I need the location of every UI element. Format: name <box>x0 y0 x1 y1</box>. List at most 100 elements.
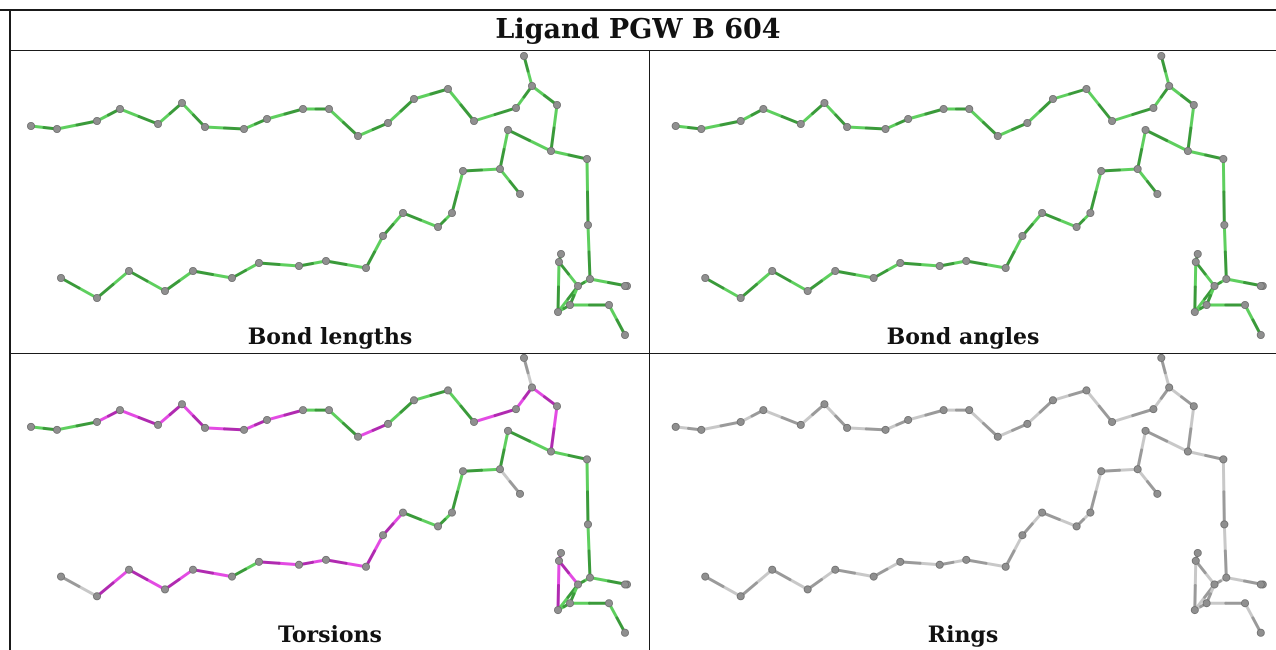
atom <box>736 293 745 302</box>
atom <box>1001 263 1010 272</box>
atom <box>515 489 524 498</box>
atom <box>1220 220 1229 229</box>
bond <box>586 190 590 227</box>
atom <box>519 353 528 362</box>
bond <box>1222 522 1227 553</box>
frame-top-border <box>0 9 1276 11</box>
atom <box>1256 580 1265 589</box>
atom <box>621 330 630 339</box>
atom <box>820 99 829 108</box>
atom <box>965 105 974 114</box>
atom <box>1220 520 1229 529</box>
atom <box>93 293 102 302</box>
atom <box>904 115 913 124</box>
atom <box>803 585 812 594</box>
title-underline <box>9 50 1276 51</box>
atom <box>557 249 566 258</box>
atom <box>227 273 236 282</box>
atom <box>254 258 263 267</box>
atom <box>254 557 263 566</box>
atom <box>177 400 186 409</box>
bond <box>556 583 560 612</box>
atom <box>583 155 592 164</box>
atom <box>200 423 209 432</box>
torsions-caption: Torsions <box>278 622 382 648</box>
atom <box>409 95 418 104</box>
atom <box>1149 405 1158 414</box>
atom <box>153 120 162 129</box>
atom <box>939 105 948 114</box>
atom <box>116 406 125 415</box>
atom <box>1038 508 1047 517</box>
atom <box>553 101 562 110</box>
atom <box>697 125 706 134</box>
atom <box>519 52 528 60</box>
atom <box>116 105 125 114</box>
atom <box>1189 101 1198 110</box>
bond <box>586 490 590 526</box>
atom <box>298 406 307 415</box>
atom <box>160 585 169 594</box>
atom <box>125 266 134 275</box>
atom <box>93 117 102 126</box>
atom <box>1048 95 1057 104</box>
atom <box>1191 556 1200 565</box>
atom <box>796 120 805 129</box>
atom <box>200 123 209 132</box>
atom <box>469 117 478 126</box>
atom <box>239 125 248 134</box>
bond <box>556 285 560 314</box>
bond-angles-caption: Bond angles <box>886 324 1040 350</box>
atom <box>1023 119 1032 128</box>
atom <box>736 417 745 426</box>
atom <box>869 572 878 581</box>
atom <box>1222 573 1231 582</box>
atom <box>458 467 467 476</box>
atom <box>409 396 418 405</box>
atom <box>125 565 134 574</box>
atom <box>447 208 456 217</box>
atom <box>1108 417 1117 426</box>
atom <box>962 256 971 265</box>
atom <box>583 455 592 464</box>
atom <box>239 425 248 434</box>
atom <box>1183 447 1192 456</box>
atom <box>621 628 630 637</box>
atom <box>1133 465 1142 474</box>
atom <box>1108 117 1117 126</box>
atom <box>1219 155 1228 164</box>
atom <box>1038 208 1047 217</box>
atom <box>1241 599 1250 608</box>
atom <box>188 266 197 275</box>
bond <box>585 157 589 194</box>
atom <box>1241 300 1250 309</box>
atom <box>554 606 563 615</box>
atom <box>557 548 566 557</box>
atom <box>361 263 370 272</box>
bond <box>1223 549 1228 580</box>
atom <box>1157 353 1166 362</box>
atom <box>904 415 913 424</box>
atom <box>294 560 303 569</box>
atom <box>803 286 812 295</box>
atom <box>555 556 564 565</box>
atom <box>433 522 442 531</box>
atom <box>188 565 197 574</box>
bond <box>587 549 592 580</box>
torsions-panel <box>26 353 632 637</box>
atom <box>843 423 852 432</box>
atom <box>881 125 890 134</box>
atom <box>262 415 271 424</box>
atom <box>398 208 407 217</box>
atom <box>1210 580 1219 589</box>
atom <box>443 386 452 395</box>
atom <box>768 266 777 275</box>
atom <box>1097 467 1106 476</box>
atom <box>1153 189 1162 198</box>
atom <box>469 417 478 426</box>
atom <box>965 406 974 415</box>
atom <box>796 420 805 429</box>
atom <box>324 406 333 415</box>
atom <box>1048 396 1057 405</box>
